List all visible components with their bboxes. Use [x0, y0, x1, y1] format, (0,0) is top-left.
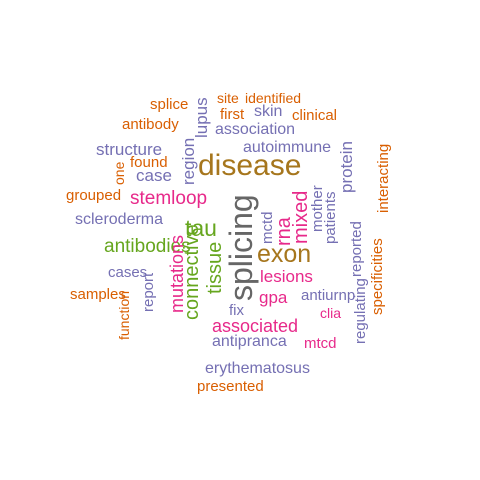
word-22: tau [185, 215, 217, 241]
word-47: mtcd [304, 335, 337, 352]
word-30: exon [257, 240, 312, 268]
word-33: specificities [369, 238, 386, 315]
word-23: splicing [223, 194, 259, 301]
word-27: patients [322, 191, 339, 244]
word-2: site [217, 90, 239, 106]
word-19: stemloop [130, 188, 208, 209]
word-8: association [215, 121, 296, 138]
word-34: samples [70, 286, 126, 303]
word-12: protein [337, 141, 356, 193]
word-46: antipranca [212, 333, 287, 350]
word-10: region [179, 137, 198, 185]
word-14: found [130, 154, 168, 171]
word-35: gpa [259, 288, 288, 307]
word-29: antibodies [104, 236, 191, 257]
word-13: interacting [375, 143, 392, 213]
word-28: reported [348, 221, 365, 277]
word-18: grouped [66, 187, 122, 204]
word-0: splice [150, 96, 189, 113]
word-43: regulating [352, 278, 369, 344]
word-31: cases [108, 264, 148, 281]
word-11: autoimmune [243, 139, 332, 156]
word-40: tissue [204, 241, 226, 294]
word-39: connective [181, 224, 203, 320]
word-15: disease [198, 149, 302, 182]
word-6: clinical [292, 107, 338, 124]
word-21: scleroderma [75, 211, 164, 228]
word-36: antiurnp [301, 287, 356, 304]
word-26: mixed [290, 190, 312, 244]
word-32: lesions [260, 267, 313, 286]
word-42: clia [320, 305, 342, 321]
word-4: first [220, 106, 245, 123]
word-49: presented [197, 378, 264, 395]
word-45: associated [212, 316, 299, 336]
word-3: identified [245, 90, 302, 106]
word-41: fix [229, 302, 244, 319]
word-9: structure [96, 140, 163, 159]
word-17: case [136, 166, 172, 185]
word-5: skin [254, 103, 283, 120]
word-37: report [140, 272, 157, 312]
word-1: lupus [192, 97, 211, 138]
word-16: one [111, 161, 127, 185]
word-7: antibody [122, 116, 179, 133]
word-48: erythematosus [205, 360, 310, 377]
word-44: function [116, 290, 132, 340]
